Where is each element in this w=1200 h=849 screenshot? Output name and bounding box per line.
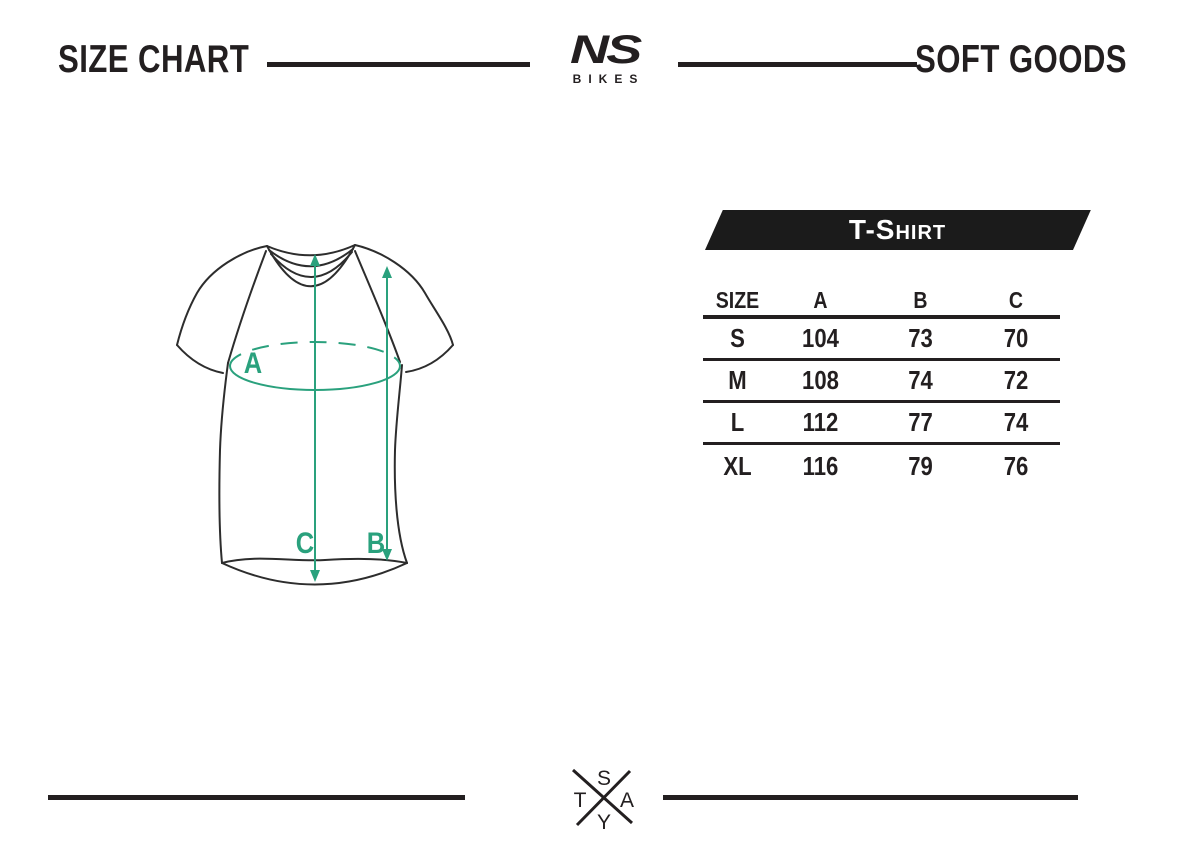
cell-c: 72 xyxy=(1003,365,1029,395)
page-title-size-chart-text: SIZE CHART xyxy=(58,38,250,81)
cell-b: 73 xyxy=(908,323,933,353)
stay-logo-diagonal-2 xyxy=(575,769,632,827)
cell-a: 104 xyxy=(802,323,839,353)
cell-size: M xyxy=(728,365,747,395)
page-title-soft-goods-text: SOFT GOODS xyxy=(914,38,1127,81)
bikes-logo-text: BIKES xyxy=(572,72,645,86)
column-header-size: SIZE xyxy=(715,286,760,313)
stay-letter-s: S xyxy=(597,767,611,790)
cell-a: 116 xyxy=(802,450,839,481)
right-raglan-seam xyxy=(354,250,401,363)
cell-size: L xyxy=(730,407,745,437)
right-sleeve-hem xyxy=(405,344,454,373)
left-sleeve-hem xyxy=(176,344,224,374)
cell-b: 79 xyxy=(908,450,933,481)
header-rule-left xyxy=(267,62,530,67)
footer-rule-left xyxy=(48,795,465,800)
measurement-label-b: B xyxy=(367,526,385,559)
bottom-hem-curve xyxy=(221,562,408,586)
right-sleeve-outer-edge xyxy=(354,244,454,346)
column-header-c: C xyxy=(1008,286,1024,313)
cell-c: 76 xyxy=(1003,450,1029,481)
cell-c: 70 xyxy=(1003,323,1029,353)
tshirt-outline xyxy=(176,244,454,586)
size-table: SIZE A B C S 104 73 70 M 108 74 72 L 112… xyxy=(703,285,1060,487)
length-b-arrowhead-up xyxy=(382,266,392,278)
tshirt-banner-title: T-Shirt xyxy=(849,214,947,245)
measurement-label-c: C xyxy=(296,526,314,559)
table-row-l: L 112 77 74 xyxy=(703,403,1060,445)
column-header-a: A xyxy=(813,286,828,313)
cell-size: S xyxy=(730,323,745,353)
left-raglan-seam xyxy=(227,250,267,364)
length-c-arrowhead-up xyxy=(310,254,320,266)
collar-neckline-curve xyxy=(266,244,356,288)
measurement-marks: A C B xyxy=(229,254,401,582)
stay-logo: S T A Y xyxy=(571,767,634,834)
length-c-arrowhead-down xyxy=(310,570,320,582)
stay-letter-a: A xyxy=(620,789,634,812)
collar-band-curve-2 xyxy=(270,251,353,278)
table-row-s: S 104 73 70 xyxy=(703,319,1060,361)
stay-logo-diagonal-1 xyxy=(571,768,634,825)
stay-letter-y: Y xyxy=(597,811,611,834)
cell-b: 77 xyxy=(908,407,933,437)
cell-size: XL xyxy=(723,450,752,481)
length-b-arrowhead-down xyxy=(382,549,392,561)
ns-logo-text: NS xyxy=(570,28,642,72)
collar-band-curve-1 xyxy=(268,248,354,268)
cell-a: 108 xyxy=(802,365,839,395)
collar-rim-curve xyxy=(266,244,356,257)
left-sleeve-outer-edge xyxy=(176,245,268,346)
cell-b: 74 xyxy=(908,365,933,395)
table-row-xl: XL 116 79 76 xyxy=(703,445,1060,487)
measurement-label-a: A xyxy=(244,346,262,379)
cell-a: 112 xyxy=(802,407,839,437)
bottom-hem-top-edge xyxy=(221,557,408,564)
footer-rule-right xyxy=(663,795,1078,800)
cell-c: 74 xyxy=(1003,407,1029,437)
ns-bikes-logo: NS BIKES xyxy=(545,30,665,85)
table-row-m: M 108 74 72 xyxy=(703,361,1060,403)
page-title-soft-goods: SOFT GOODS xyxy=(862,40,1127,79)
header-rule-right xyxy=(678,62,917,67)
body-right-side xyxy=(393,364,408,564)
body-left-side xyxy=(218,362,229,564)
tshirt-banner: T-Shirt xyxy=(705,210,1091,250)
stay-letter-t: T xyxy=(574,789,587,812)
column-header-b: B xyxy=(913,286,928,313)
page-title-size-chart: SIZE CHART xyxy=(58,40,297,79)
size-table-header-row: SIZE A B C xyxy=(703,285,1060,319)
tshirt-measurement-diagram: A C B xyxy=(176,244,454,586)
